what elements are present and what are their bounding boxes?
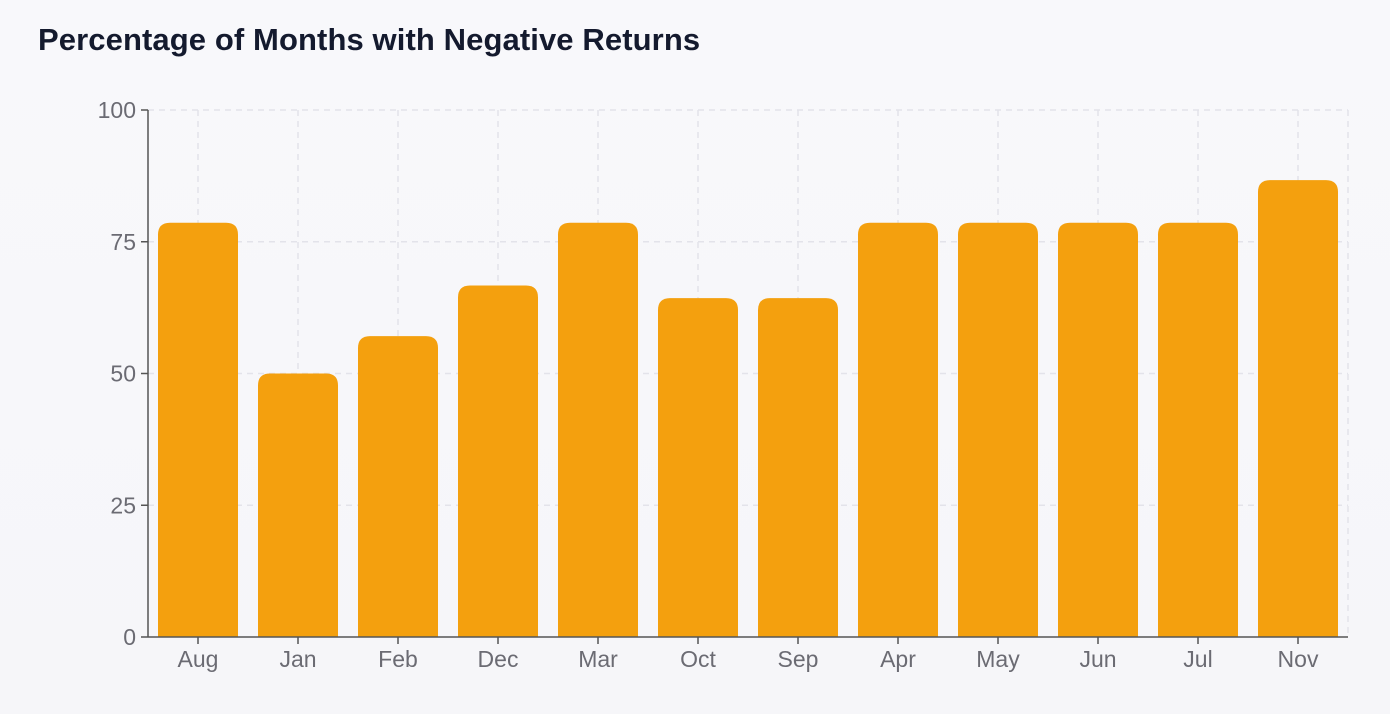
y-tick-label: 0 [123, 624, 136, 650]
bar-jul [1158, 222, 1238, 637]
bar-jan [258, 373, 338, 637]
x-tick-label: Apr [880, 646, 916, 672]
x-tick-label: Aug [178, 646, 219, 672]
x-tick-label: Feb [378, 646, 418, 672]
bar-dec [458, 285, 538, 637]
bar-may [958, 222, 1038, 637]
x-tick-label: Nov [1278, 646, 1319, 672]
tick-labels: 0 25 50 75 100 Aug Jan Feb Dec Mar Oct Sep Apr May Jun… [98, 97, 1319, 672]
x-tick-label: Jul [1183, 646, 1212, 672]
bar-mar [558, 222, 638, 637]
x-tick-label: Jan [279, 646, 316, 672]
x-tick-label: Jun [1079, 646, 1116, 672]
y-tick-label: 100 [98, 97, 136, 123]
bar-nov [1258, 180, 1338, 637]
bar-sep [758, 298, 838, 637]
bar-jun [1058, 222, 1138, 637]
bars [158, 180, 1338, 637]
x-tick-label: Dec [478, 646, 519, 672]
y-tick-label: 75 [110, 229, 136, 255]
y-tick-label: 25 [110, 492, 136, 518]
x-tick-label: May [976, 646, 1020, 672]
grid-lines [148, 109, 1349, 637]
axes [141, 109, 1348, 644]
bar-oct [658, 298, 738, 637]
chart-title: Percentage of Months with Negative Retur… [38, 22, 701, 57]
bar-apr [858, 222, 938, 637]
y-tick-label: 50 [110, 361, 136, 387]
x-tick-label: Oct [680, 646, 716, 672]
x-tick-label: Mar [578, 646, 618, 672]
x-tick-label: Sep [778, 646, 819, 672]
bar-aug [158, 222, 238, 637]
bar-feb [358, 336, 438, 637]
